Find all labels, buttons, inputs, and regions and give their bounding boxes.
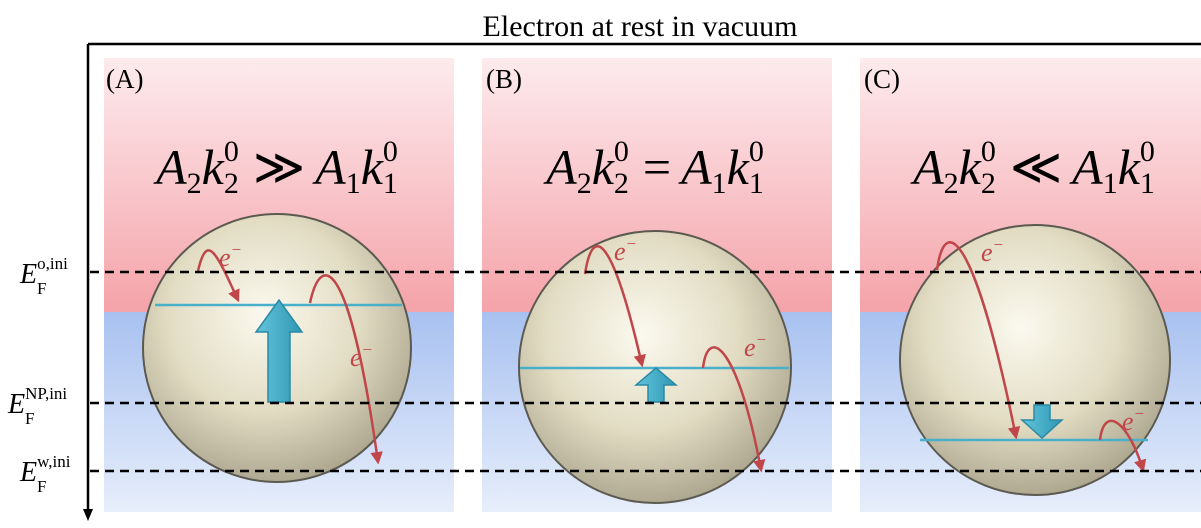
electron-label: e− bbox=[350, 340, 373, 372]
fermi-level-organic-sub: F bbox=[37, 279, 46, 298]
electron-label: e− bbox=[219, 240, 242, 272]
energy-axis-arrowhead bbox=[83, 509, 93, 521]
panel-label: (C) bbox=[864, 64, 900, 94]
rate-relation-formula: A2k20 = A1k10 bbox=[543, 135, 764, 200]
electron-label: e− bbox=[981, 235, 1004, 267]
fermi-level-organic-label: Eo,ini bbox=[19, 254, 68, 290]
nanoparticle-sphere bbox=[899, 224, 1171, 496]
panel-a: e− e− (A) A2k20 ≫ A1k10 bbox=[104, 58, 454, 512]
fermi-level-water-sub: F bbox=[37, 477, 46, 496]
fermi-shift-up-arrow bbox=[633, 367, 679, 403]
electron-label: e− bbox=[614, 234, 637, 266]
rate-relation-formula: A2k20 ≫ A1k10 bbox=[153, 135, 398, 200]
panel-label: (B) bbox=[486, 64, 522, 94]
electron-path-out bbox=[308, 274, 383, 465]
fermi-shift-up-arrow bbox=[254, 298, 304, 403]
electron-path-in bbox=[935, 241, 1021, 440]
fermi-level-np-sub: F bbox=[25, 409, 34, 428]
electron-path-out bbox=[1098, 419, 1147, 473]
electron-label: e− bbox=[1122, 404, 1145, 436]
fermi-shift-down-arrow bbox=[1020, 404, 1064, 440]
fermi-level-np-label: ENP,ini bbox=[7, 384, 67, 420]
electron-path-out bbox=[701, 346, 766, 473]
fermi-level-water-label: Ew,ini bbox=[19, 452, 71, 488]
electron-path-in bbox=[583, 245, 646, 368]
panel-label: (A) bbox=[106, 64, 143, 94]
diagram-title: Electron at rest in vacuum bbox=[483, 10, 798, 43]
rate-relation-formula: A2k20 ≪ A1k10 bbox=[910, 135, 1155, 200]
panel-c: e− e− (C) A2k20 ≪ A1k10 bbox=[860, 58, 1201, 512]
electron-path-in bbox=[196, 249, 240, 303]
panel-b: e− e− (B) A2k20 = A1k10 bbox=[482, 58, 832, 512]
electron-label: e− bbox=[744, 330, 767, 362]
